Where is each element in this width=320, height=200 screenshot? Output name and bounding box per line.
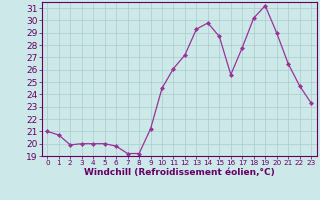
X-axis label: Windchill (Refroidissement éolien,°C): Windchill (Refroidissement éolien,°C) bbox=[84, 168, 275, 177]
